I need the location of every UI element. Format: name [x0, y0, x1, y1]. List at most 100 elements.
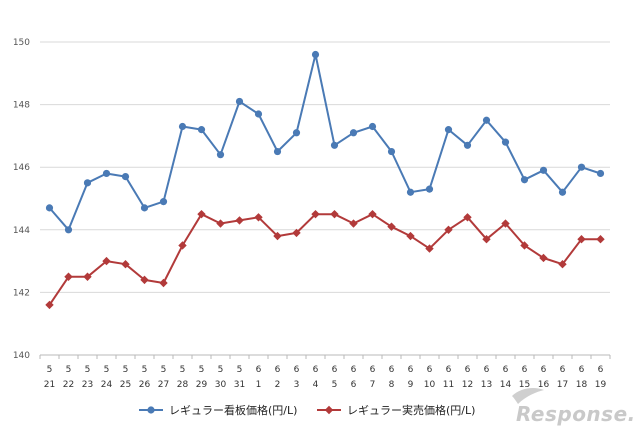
x-tick-label-day: 5 [332, 380, 338, 390]
x-tick-label-day: 23 [82, 380, 93, 390]
data-point-series-2 [368, 209, 377, 219]
data-point-series-2 [254, 213, 263, 222]
x-tick-label-day: 26 [139, 380, 151, 390]
data-point-series-2 [273, 231, 282, 241]
x-tick-label-day: 22 [63, 380, 74, 390]
x-tick-label-day: 15 [519, 380, 530, 390]
legend: レギュラー看板価格(円/L) レギュラー実売価格(円/L) [139, 403, 475, 417]
data-point-series-1 [425, 185, 434, 193]
legend-item-series-2: レギュラー実売価格(円/L) [317, 403, 475, 417]
x-tick-label-month: 6 [484, 365, 490, 375]
data-point-series-1 [178, 122, 187, 131]
data-point-series-2 [482, 234, 491, 244]
data-point-series-2 [330, 209, 339, 219]
x-tick-label-month: 6 [313, 365, 319, 375]
data-point-series-1 [273, 147, 282, 156]
x-tick-label-day: 17 [557, 380, 568, 390]
data-point-series-2 [102, 256, 111, 266]
data-point-series-1 [406, 188, 415, 196]
x-tick-label-day: 30 [215, 380, 227, 390]
x-tick-label-day: 25 [120, 380, 131, 390]
data-point-series-1 [121, 172, 130, 181]
legend-marker-series-2 [324, 405, 334, 415]
x-tick-label-day: 19 [595, 380, 607, 390]
x-tick-label-month: 5 [237, 365, 243, 375]
x-tick-label-month: 5 [180, 365, 186, 375]
data-point-series-2 [45, 300, 54, 310]
x-tick-label-day: 24 [101, 380, 113, 390]
x-tick-label-month: 6 [446, 365, 452, 375]
axis-layer: 1401421441461481505215225235245255265275… [13, 38, 611, 390]
x-tick-label-month: 5 [104, 365, 110, 375]
data-point-series-1 [558, 188, 567, 196]
legend-marker-series-1 [147, 406, 155, 414]
x-tick-label-day: 10 [424, 380, 436, 390]
x-tick-label-month: 5 [199, 365, 205, 375]
data-point-series-2 [235, 216, 244, 225]
x-tick-label-month: 6 [351, 365, 357, 375]
x-tick-label-month: 6 [465, 365, 471, 375]
x-tick-label-month: 6 [294, 365, 300, 375]
data-point-series-1 [216, 151, 225, 159]
data-point-series-1 [444, 126, 453, 134]
data-point-series-1 [64, 226, 73, 234]
data-point-series-1 [235, 97, 244, 106]
data-point-series-1 [482, 116, 491, 124]
y-tick-label: 148 [13, 101, 30, 111]
data-point-series-2 [292, 228, 301, 238]
x-tick-label-day: 8 [389, 380, 395, 390]
data-point-series-1 [368, 122, 377, 131]
x-tick-label-month: 6 [256, 365, 262, 375]
x-tick-label-day: 27 [158, 380, 169, 390]
data-point-series-2 [83, 272, 92, 281]
y-tick-label: 150 [13, 38, 30, 48]
y-tick-label: 144 [13, 226, 30, 236]
legend-label-series-2: レギュラー実売価格(円/L) [347, 403, 475, 417]
data-point-series-1 [387, 147, 396, 156]
x-tick-label-day: 14 [500, 380, 512, 390]
y-tick-label: 140 [13, 351, 30, 361]
data-point-series-2 [520, 241, 529, 250]
data-point-series-1 [330, 141, 339, 149]
x-tick-label-month: 6 [560, 365, 566, 375]
x-tick-label-day: 16 [538, 380, 550, 390]
data-point-series-1 [197, 126, 206, 134]
data-point-series-2 [311, 209, 320, 219]
x-tick-label-day: 21 [44, 380, 55, 390]
data-point-series-2 [216, 219, 225, 228]
x-tick-label-month: 6 [598, 365, 604, 375]
x-tick-label-month: 6 [370, 365, 376, 375]
series-layer [45, 50, 605, 310]
x-tick-label-day: 31 [234, 380, 245, 390]
x-tick-label-day: 18 [576, 380, 588, 390]
data-point-series-1 [577, 163, 586, 171]
x-tick-label-day: 29 [196, 380, 208, 390]
x-tick-label-month: 5 [218, 365, 224, 375]
x-tick-label-month: 6 [541, 365, 547, 375]
data-point-series-1 [102, 169, 111, 178]
x-tick-label-month: 6 [332, 365, 338, 375]
x-tick-label-day: 28 [177, 380, 189, 390]
data-point-series-2 [444, 225, 453, 234]
data-point-series-1 [539, 166, 548, 174]
data-point-series-2 [596, 234, 605, 244]
series-line-1 [48, 53, 601, 231]
data-point-series-1 [140, 204, 149, 212]
grid-layer [40, 41, 610, 356]
x-tick-label-day: 11 [443, 380, 454, 390]
data-point-series-1 [311, 50, 320, 59]
data-point-series-1 [45, 204, 54, 212]
data-point-series-1 [463, 141, 472, 149]
x-tick-label-month: 5 [47, 365, 53, 375]
data-point-series-2 [197, 209, 206, 219]
data-point-series-2 [539, 253, 548, 263]
x-tick-label-month: 5 [85, 365, 91, 375]
watermark-swoosh-icon [512, 388, 544, 404]
watermark-text: Response. [516, 402, 636, 426]
x-tick-label-month: 5 [123, 365, 129, 375]
data-point-series-1 [596, 169, 605, 178]
data-point-series-2 [425, 244, 434, 253]
legend-label-series-1: レギュラー看板価格(円/L) [169, 403, 297, 417]
x-tick-label-day: 7 [370, 380, 376, 390]
